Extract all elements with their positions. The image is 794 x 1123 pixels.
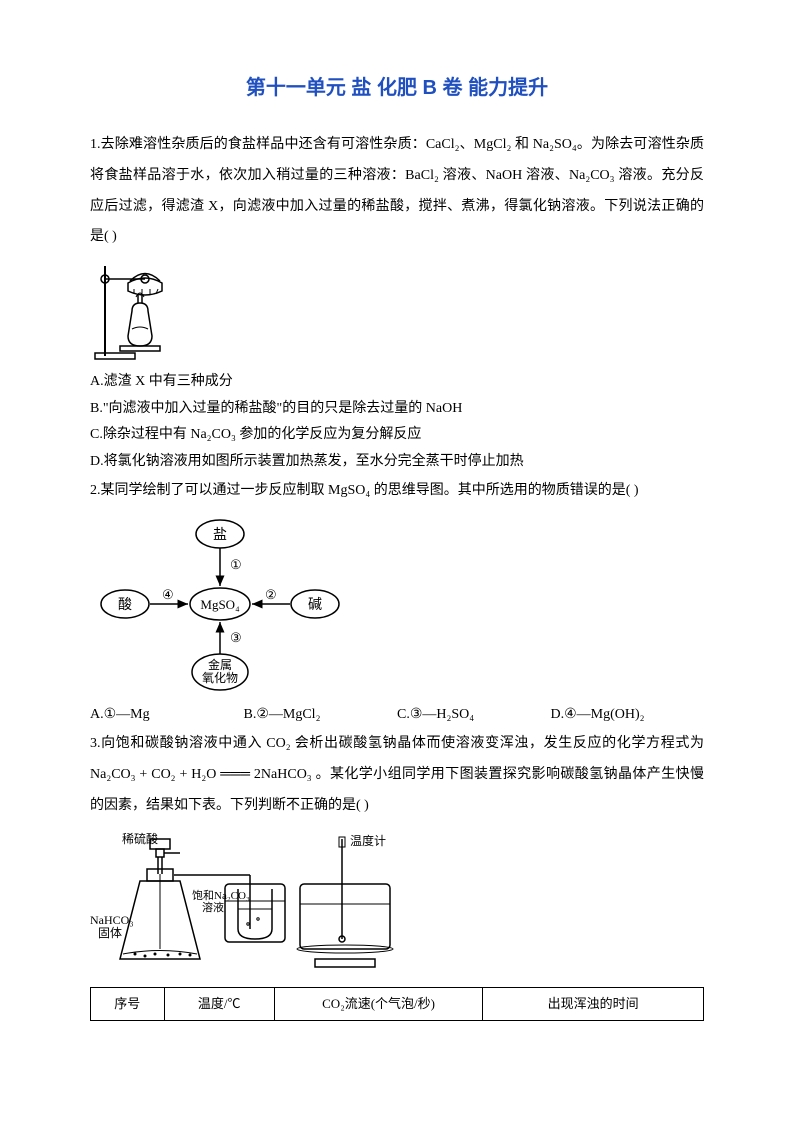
svg-text:MgSO₄: MgSO₄: [200, 597, 240, 612]
svg-text:金属: 金属: [208, 657, 232, 672]
q2-optA: A.①—Mg: [90, 702, 244, 729]
th-1: 序号: [91, 988, 165, 1020]
svg-text:稀硫酸: 稀硫酸: [122, 831, 158, 846]
q3-stem: 3.向饱和碳酸钠溶液中通入 CO₂ 会析出碳酸氢钠晶体而使溶液变浑浊，发生反应的…: [90, 729, 704, 821]
th-4: 出现浑浊的时间: [483, 988, 704, 1020]
svg-text:固体: 固体: [98, 926, 122, 940]
q2-figure: MgSO₄ 盐 酸 碱 金属 氧化物 ① ② ③ ④: [90, 514, 704, 694]
q2-optD: D.④—Mg(OH)₂: [551, 702, 705, 729]
q2-optB: B.②—MgCl₂: [244, 702, 398, 729]
q1-optD: D.将氯化钠溶液用如图所示装置加热蒸发，至水分完全蒸干时停止加热: [90, 449, 704, 476]
q1-optC: C.除杂过程中有 Na₂CO₃ 参加的化学反应为复分解反应: [90, 422, 704, 449]
q3-table: 序号 温度/℃ CO₂流速(个气泡/秒) 出现浑浊的时间: [90, 987, 704, 1020]
q3-figure: 稀硫酸 NaHCO₃ 固体 饱和Na₂CO₃ 溶液 温度计: [90, 829, 704, 979]
svg-text:溶液: 溶液: [202, 900, 224, 914]
q2-options: A.①—Mg B.②—MgCl₂ C.③—H₂SO₄ D.④—Mg(OH)₂: [90, 702, 704, 729]
q1-stem: 1.去除难溶性杂质后的食盐样品中还含有可溶性杂质：CaCl₂、MgCl₂ 和 N…: [90, 130, 704, 253]
svg-text:饱和Na₂CO₃: 饱和Na₂CO₃: [192, 888, 250, 902]
svg-text:氧化物: 氧化物: [202, 671, 238, 685]
th-2: 温度/℃: [164, 988, 274, 1020]
q1-figure: [90, 261, 704, 361]
svg-text:酸: 酸: [118, 597, 132, 613]
svg-text:温度计: 温度计: [350, 833, 386, 848]
q1-optB: B."向滤液中加入过量的稀盐酸"的目的只是除去过量的 NaOH: [90, 396, 704, 423]
q2-stem: 2.某同学绘制了可以通过一步反应制取 MgSO₄ 的思维导图。其中所选用的物质错…: [90, 476, 704, 507]
svg-text:碱: 碱: [308, 597, 322, 613]
svg-text:①: ①: [230, 557, 242, 572]
page-title: 第十一单元 盐 化肥 B 卷 能力提升: [90, 70, 704, 106]
th-3: CO₂流速(个气泡/秒): [274, 988, 482, 1020]
q1-optA: A.滤渣 X 中有三种成分: [90, 369, 704, 396]
svg-text:盐: 盐: [213, 527, 227, 543]
svg-text:③: ③: [230, 630, 242, 645]
q2-optC: C.③—H₂SO₄: [397, 702, 551, 729]
svg-text:④: ④: [162, 587, 174, 602]
svg-text:②: ②: [265, 587, 277, 602]
svg-text:NaHCO₃: NaHCO₃: [90, 913, 134, 927]
